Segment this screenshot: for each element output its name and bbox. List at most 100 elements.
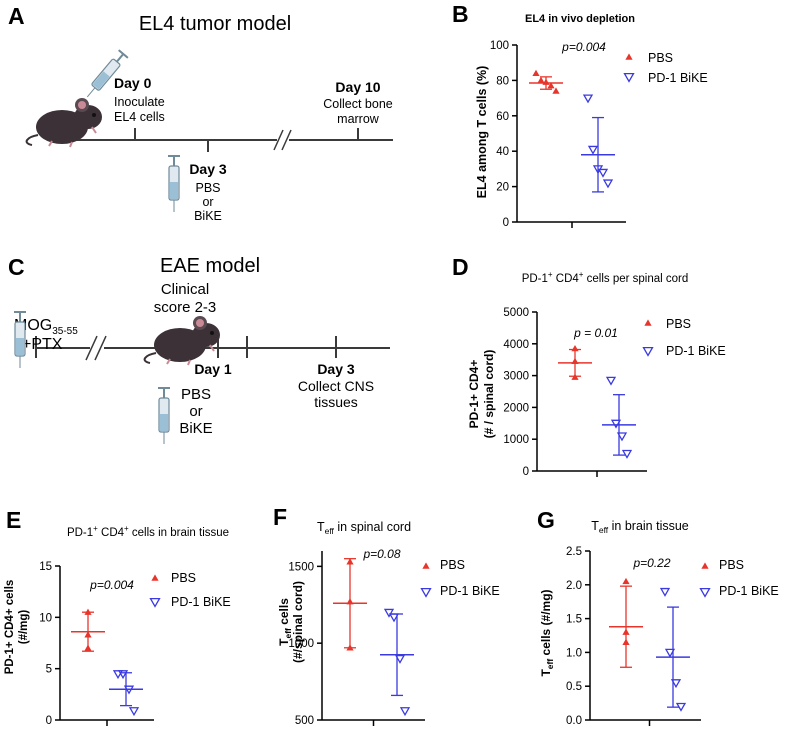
day10-line2: marrow [337, 112, 380, 126]
chart-g-ylabel-base: T [539, 669, 553, 677]
day0-label: Day 0 [114, 75, 152, 91]
data-point-bike [383, 608, 395, 618]
clinical-line2: score 2-3 [154, 299, 217, 316]
data-point-pbs [571, 357, 579, 364]
data-point-pbs [84, 644, 92, 651]
panel-c: C EAE model MOG35-55 +PTX Clinical score… [8, 254, 390, 445]
data-point-pbs [571, 373, 579, 380]
chart-g-pvalue: p=0.22 [632, 556, 670, 570]
data-point-bike [117, 670, 129, 680]
chart-g-title: Teff in brain tissue [591, 519, 689, 535]
axis-break-c [85, 335, 107, 361]
panel-c-letter: C [8, 254, 25, 280]
chart-f-title-rest: in spinal cord [334, 520, 411, 534]
y-tick-label: 1.5 [566, 614, 582, 626]
chart-e-title-sup2: + [124, 524, 129, 533]
day1-line1: PBS [181, 386, 211, 403]
y-tick-label: 10 [39, 612, 52, 624]
day3-line3: BiKE [194, 209, 222, 223]
data-point-bike [112, 670, 124, 680]
data-point-bike [621, 449, 633, 459]
chart-d-title-sup1: + [548, 270, 553, 279]
chart-d-title: PD-1+ CD4+ cells per spinal cord [522, 270, 689, 285]
legend-e-bike: PD-1 BiKE [171, 595, 231, 609]
legend-b-bike: PD-1 BiKE [648, 71, 708, 85]
chart-e-title-mid: CD4 [98, 527, 125, 539]
day3c-line1: Collect CNS [298, 378, 374, 394]
chart-d-title-mid: CD4 [553, 273, 580, 285]
data-point-bike [388, 613, 400, 623]
legend-marker-bike [642, 346, 654, 357]
legend-f-bike: PD-1 BiKE [440, 584, 500, 598]
legend-marker-bike [420, 587, 432, 598]
day3-line2: or [202, 195, 213, 209]
legend-marker-bike [699, 587, 711, 598]
syringe-icon [157, 387, 171, 445]
data-point-bike [605, 376, 617, 386]
y-tick-label: 1500 [288, 561, 314, 573]
legend-d-pbs: PBS [666, 317, 691, 331]
day0-line2: EL4 cells [114, 110, 165, 124]
chart-f-ylabel2: (#/spinal cord) [291, 581, 305, 663]
legend-marker-bike [623, 72, 635, 83]
clinical-line1: Clinical [161, 281, 209, 298]
chart-g-title-sub: eff [599, 525, 609, 535]
chart-d-title-sup2: + [579, 270, 584, 279]
y-tick-label: 3000 [503, 371, 529, 383]
y-tick-label: 2000 [503, 402, 529, 414]
chart-f-ylabel1: Teff cells [277, 598, 293, 646]
chart-d: D PD-1+ CD4+ cells per spinal cord PD-1+… [452, 254, 726, 478]
chart-g-letter: G [537, 507, 555, 533]
data-point-pbs [346, 598, 354, 605]
y-tick-label: 1000 [288, 638, 314, 650]
day10-label: Day 10 [335, 79, 380, 95]
data-point-bike [582, 94, 594, 104]
data-point-pbs [622, 638, 630, 645]
y-tick-label: 0 [46, 715, 52, 727]
y-tick-label: 4000 [503, 339, 529, 351]
data-point-pbs [84, 608, 92, 615]
legend-marker-bike [149, 597, 161, 608]
data-point-bike [664, 648, 676, 658]
y-tick-label: 2.5 [566, 546, 582, 558]
chart-f-ylabel-base: T [277, 638, 291, 646]
data-point-bike [616, 432, 628, 442]
data-point-bike [670, 679, 682, 689]
chart-g-ylabel-rest: cells (#/mg) [539, 589, 553, 658]
chart-e-letter: E [6, 507, 21, 533]
chart-b-ylabel: EL4 among T cells (%) [475, 66, 489, 199]
chart-d-title-main: PD-1 [522, 273, 548, 285]
data-point-bike [587, 145, 599, 155]
y-tick-label: 2.0 [566, 580, 582, 592]
data-point-pbs [552, 87, 560, 94]
chart-g-ylabel-sub: eff [545, 659, 555, 670]
y-tick-label: 80 [496, 75, 509, 87]
chart-f-letter: F [273, 504, 287, 530]
data-point-pbs [542, 78, 550, 85]
y-tick-label: 1000 [503, 434, 529, 446]
legend-b-pbs: PBS [648, 51, 673, 65]
chart-f-title: Teff in spinal cord [317, 520, 411, 536]
chart-g-title-rest: in brain tissue [608, 519, 689, 533]
syringe-icon [167, 155, 181, 213]
legend-g-bike: PD-1 BiKE [719, 584, 779, 598]
legend-marker-pbs [644, 319, 652, 326]
chart-f: F Teff in spinal cord Teff cells (#/spin… [273, 504, 500, 727]
data-point-pbs [532, 69, 540, 77]
chart-g-ylabel: Teff cells (#/mg) [539, 589, 555, 676]
chart-e-ylabel2: (#/mg) [18, 610, 30, 645]
data-point-bike [123, 685, 135, 695]
panel-a-title: EL4 tumor model [139, 13, 291, 35]
data-point-bike [399, 707, 411, 717]
legend-f-pbs: PBS [440, 558, 465, 572]
axis-break-a [273, 129, 292, 151]
chart-b-letter: B [452, 1, 469, 27]
chart-e-ylabel1: PD-1+ CD4+ cells [4, 580, 16, 675]
y-tick-label: 0 [503, 217, 509, 229]
day3c-label: Day 3 [317, 361, 355, 377]
legend-marker-pbs [625, 53, 633, 60]
day1-label: Day 1 [194, 361, 232, 377]
data-point-pbs [547, 82, 555, 89]
chart-e-title-sup1: + [93, 524, 98, 533]
